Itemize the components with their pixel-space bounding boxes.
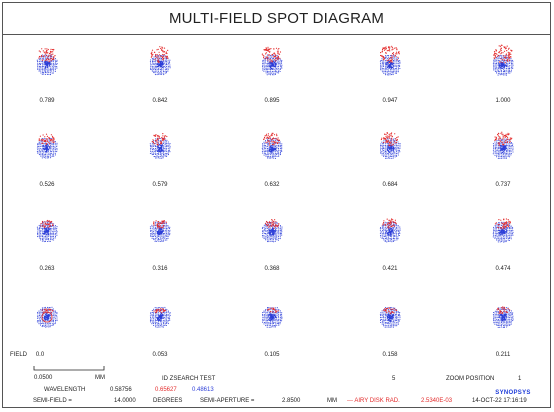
id-number: 5 bbox=[392, 376, 396, 382]
spot-cluster-r3-c4 bbox=[492, 306, 514, 329]
field-value-r1-c2: 0.632 bbox=[264, 182, 280, 188]
spot-cluster-r0-c3 bbox=[379, 45, 401, 76]
field-value-r0-c3: 0.947 bbox=[382, 98, 398, 104]
wavelength-label: WAVELENGTH bbox=[44, 387, 86, 393]
semi-field-value: 14.0000 bbox=[114, 398, 136, 404]
spot-cluster-r2-c3 bbox=[379, 218, 401, 243]
spot-cluster-r3-c0 bbox=[36, 306, 58, 328]
spot-cluster-r3-c2 bbox=[262, 307, 283, 328]
scale-bar-unit: MM bbox=[95, 375, 105, 381]
field-value-r2-c0: 0.263 bbox=[39, 266, 55, 272]
field-value-r2-c3: 0.421 bbox=[382, 266, 398, 272]
spot-cluster-r2-c1 bbox=[149, 220, 171, 243]
field-value-r3-c0: 0.0 bbox=[35, 352, 45, 358]
semi-aperture-value: 2.8500 bbox=[282, 398, 301, 404]
spot-cluster-r1-c1 bbox=[149, 133, 171, 159]
synopsys-logo: SYNOPSYS bbox=[495, 390, 531, 396]
id-text: ID ZSEARCH TEST bbox=[162, 376, 216, 382]
airy-disk-value: 2.5340E-03 bbox=[421, 398, 453, 404]
field-value-r0-c4: 1.000 bbox=[495, 98, 511, 104]
spot-cluster-r0-c1 bbox=[149, 46, 171, 76]
field-value-r0-c1: 0.842 bbox=[152, 98, 168, 104]
semi-field-unit: DEGREES bbox=[153, 398, 183, 404]
field-value-r2-c4: 0.474 bbox=[495, 266, 511, 272]
title-bar: MULTI-FIELD SPOT DIAGRAM bbox=[3, 3, 550, 35]
field-value-r3-c1: 0.053 bbox=[152, 352, 168, 358]
scale-bar-value: 0.0500 bbox=[34, 375, 53, 381]
field-value-r2-c1: 0.316 bbox=[152, 266, 168, 272]
wavelength-blue: 0.48613 bbox=[192, 387, 214, 393]
field-value-r3-c2: 0.105 bbox=[264, 352, 280, 358]
wavelength-primary: 0.58756 bbox=[110, 387, 132, 393]
wavelength-red: 0.65627 bbox=[155, 387, 177, 393]
spot-cluster-r1-c2 bbox=[261, 132, 283, 159]
spot-cluster-r1-c4 bbox=[492, 131, 514, 160]
zoom-position-label: ZOOM POSITION bbox=[446, 376, 495, 382]
field-value-r2-c2: 0.368 bbox=[264, 266, 280, 272]
spot-cluster-r2-c2 bbox=[261, 219, 283, 243]
semi-field-label: SEMI-FIELD = bbox=[33, 398, 72, 404]
spot-cluster-r0-c0 bbox=[36, 48, 58, 76]
spot-cluster-r1-c0 bbox=[36, 133, 58, 159]
field-value-r1-c1: 0.579 bbox=[152, 182, 168, 188]
airy-disk-label: --- AIRY DISK RAD. bbox=[347, 398, 400, 404]
field-value-r0-c2: 0.895 bbox=[264, 98, 280, 104]
field-value-r3-c3: 0.158 bbox=[382, 352, 398, 358]
field-label: FIELD bbox=[10, 352, 28, 358]
spot-cluster-r1-c3 bbox=[380, 132, 401, 159]
semi-aperture-unit: MM bbox=[327, 398, 337, 404]
field-value-r1-c4: 0.737 bbox=[495, 182, 511, 188]
zoom-position-value: 1 bbox=[518, 376, 522, 382]
scale-bar bbox=[33, 366, 105, 371]
field-value-r0-c0: 0.789 bbox=[39, 98, 55, 104]
semi-aperture-label: SEMI-APERTURE = bbox=[200, 398, 255, 404]
field-value-r1-c3: 0.684 bbox=[382, 182, 398, 188]
field-value-r3-c4: 0.211 bbox=[495, 352, 511, 358]
date-stamp: 14-OCT-22 17:16:19 bbox=[472, 398, 527, 404]
spot-cluster-r0-c2 bbox=[261, 46, 283, 76]
spot-cluster-r2-c4 bbox=[492, 218, 514, 243]
spot-cluster-r2-c0 bbox=[36, 219, 58, 243]
field-value-r1-c0: 0.526 bbox=[39, 182, 55, 188]
spot-cluster-r3-c1 bbox=[149, 306, 171, 328]
diagram-title: MULTI-FIELD SPOT DIAGRAM bbox=[168, 10, 385, 27]
spot-cluster-r3-c3 bbox=[379, 307, 401, 328]
spot-cluster-r0-c4 bbox=[492, 44, 514, 76]
